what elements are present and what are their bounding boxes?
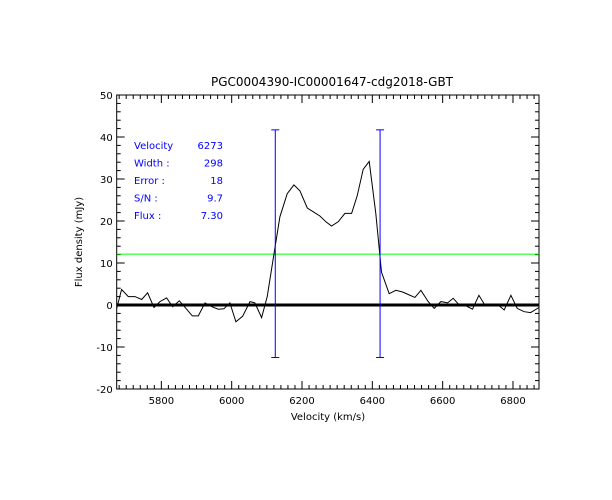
annotation-label: S/N :: [134, 194, 158, 205]
annotation-value: 9.7: [207, 194, 223, 205]
x-tick-label: 6000: [219, 396, 244, 407]
y-tick-label: 40: [100, 133, 113, 144]
y-tick-label: 50: [100, 91, 113, 102]
x-axis-label: Velocity (km/s): [291, 412, 365, 423]
y-tick-label: -10: [96, 343, 112, 354]
annotation-value: 18: [210, 176, 223, 187]
annotation-label: Flux :: [134, 211, 161, 222]
y-tick-label: 0: [106, 301, 112, 312]
annotation-label: Error :: [134, 176, 165, 187]
annotation-label: Velocity: [134, 141, 173, 152]
y-tick-label: 30: [100, 175, 113, 186]
annotation-value: 6273: [198, 141, 223, 152]
y-axis-label: Flux density (mJy): [74, 197, 85, 287]
y-tick-label: 10: [100, 259, 113, 270]
x-tick-label: 6400: [360, 396, 385, 407]
x-tick-label: 6200: [289, 396, 314, 407]
y-tick-label: -20: [96, 385, 112, 396]
x-tick-label: 6800: [500, 396, 525, 407]
y-tick-label: 20: [100, 217, 113, 228]
annotation-value: 298: [204, 159, 223, 170]
chart-title: PGC0004390-IC00001647-cdg2018-GBT: [211, 75, 454, 89]
annotation-label: Width :: [134, 159, 170, 170]
plot-frame: [116, 94, 540, 390]
x-tick-label: 6600: [430, 396, 455, 407]
annotation-value: 7.30: [201, 211, 223, 222]
spectrum-line: [116, 160, 540, 323]
x-tick-label: 5800: [149, 396, 174, 407]
